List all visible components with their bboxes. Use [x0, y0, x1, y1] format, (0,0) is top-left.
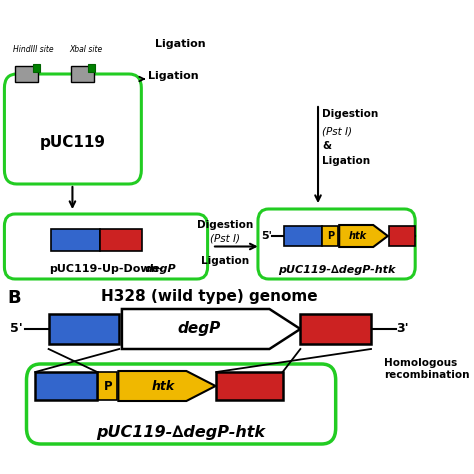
Text: P: P — [327, 231, 334, 241]
Bar — [49, 314, 119, 344]
Text: Ligation: Ligation — [155, 39, 205, 49]
Text: htk: htk — [349, 231, 367, 241]
Text: pUC119-∆degP-htk: pUC119-∆degP-htk — [278, 265, 395, 275]
Text: (Pst I): (Pst I) — [210, 234, 240, 244]
Bar — [51, 229, 100, 251]
Bar — [217, 372, 283, 400]
FancyBboxPatch shape — [27, 364, 336, 444]
Bar — [36, 372, 97, 400]
Bar — [15, 66, 38, 82]
FancyBboxPatch shape — [4, 214, 208, 279]
Polygon shape — [118, 371, 216, 401]
Text: pUC119-Up-Down-: pUC119-Up-Down- — [49, 264, 163, 274]
Text: B: B — [7, 289, 21, 307]
FancyBboxPatch shape — [258, 209, 415, 279]
Text: degP: degP — [177, 321, 220, 337]
Text: H328 (wild type) genome: H328 (wild type) genome — [101, 289, 318, 304]
Text: 5': 5' — [9, 322, 22, 336]
Bar — [322, 226, 338, 246]
Text: XbaI site: XbaI site — [69, 45, 102, 54]
Text: HindIII site: HindIII site — [13, 45, 54, 54]
Text: pUC119-∆degP-htk: pUC119-∆degP-htk — [97, 425, 265, 439]
Bar — [301, 314, 371, 344]
Text: Digestion: Digestion — [197, 219, 254, 229]
Text: 5': 5' — [262, 231, 273, 241]
Text: &: & — [322, 141, 331, 151]
Polygon shape — [122, 309, 301, 349]
Bar — [88, 64, 95, 72]
Text: Ligation: Ligation — [201, 255, 249, 265]
Text: pUC119: pUC119 — [40, 135, 106, 149]
Bar — [98, 372, 118, 400]
Text: Digestion: Digestion — [322, 109, 379, 119]
Polygon shape — [339, 225, 388, 247]
Text: degP: degP — [145, 264, 176, 274]
Bar — [284, 226, 321, 246]
Text: htk: htk — [152, 380, 175, 392]
Bar — [33, 64, 40, 72]
Bar — [389, 226, 415, 246]
FancyBboxPatch shape — [4, 74, 141, 184]
Text: Ligation: Ligation — [148, 71, 199, 81]
Bar — [71, 66, 94, 82]
Text: P: P — [103, 380, 112, 392]
Text: (Pst I): (Pst I) — [322, 126, 353, 136]
Text: 3': 3' — [401, 231, 411, 241]
Bar — [100, 229, 142, 251]
Text: Ligation: Ligation — [322, 156, 371, 166]
Text: 3': 3' — [397, 322, 409, 336]
Text: Homologous
recombination: Homologous recombination — [384, 358, 470, 380]
